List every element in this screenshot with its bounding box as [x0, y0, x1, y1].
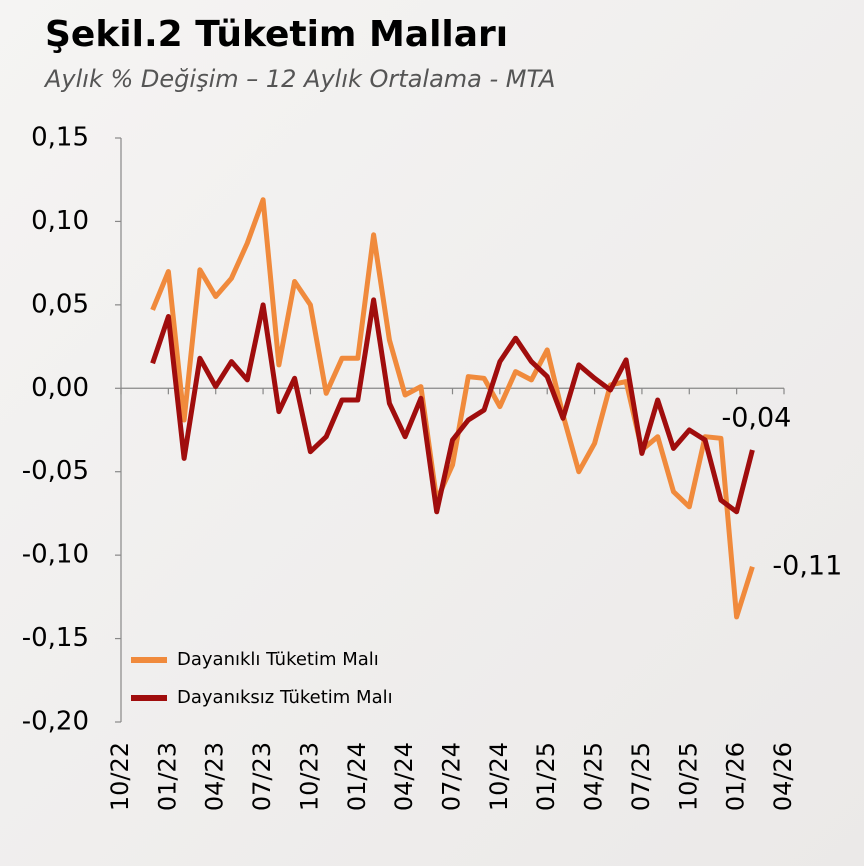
x-tick-label: 10/25	[674, 742, 702, 811]
y-tick-label: -0,05	[22, 456, 89, 486]
x-tick-label: 01/25	[532, 742, 560, 811]
y-tick-label: 0,05	[31, 289, 89, 319]
x-tick-label: 01/26	[722, 742, 750, 811]
y-tick-label: -0,15	[22, 623, 89, 653]
x-tick-label: 04/26	[769, 742, 797, 811]
x-tick-label: 07/24	[438, 742, 466, 811]
x-tick-label: 10/23	[295, 742, 323, 811]
y-tick-label: 0,10	[31, 206, 89, 236]
legend-label: Dayanıksız Tüketim Malı	[177, 687, 393, 708]
x-tick-label: 01/24	[343, 742, 371, 811]
x-tick-label: 07/25	[627, 742, 655, 811]
value-label: -0,04	[721, 403, 791, 434]
x-tick-label: 01/23	[153, 742, 181, 811]
x-tick-label: 04/24	[390, 742, 418, 811]
y-tick-label: -0,10	[22, 540, 89, 570]
chart-title: Şekil.2 Tüketim Malları	[45, 14, 508, 55]
legend-label: Dayanıklı Tüketim Malı	[177, 649, 379, 670]
series-line	[150, 197, 755, 620]
series-line	[150, 297, 755, 515]
x-tick-label: 10/22	[106, 742, 134, 811]
x-tick-label: 04/25	[580, 742, 608, 811]
y-tick-label: 0,15	[31, 123, 89, 153]
y-tick-label: 0,00	[31, 373, 89, 403]
y-tick-label: -0,20	[22, 707, 89, 737]
x-tick-label: 10/24	[485, 742, 513, 811]
x-tick-label: 07/23	[248, 742, 276, 811]
chart-subtitle: Aylık % Değişim – 12 Aylık Ortalama - MT…	[43, 65, 555, 93]
value-label: -0,11	[772, 550, 842, 581]
x-tick-label: 04/23	[201, 742, 229, 811]
